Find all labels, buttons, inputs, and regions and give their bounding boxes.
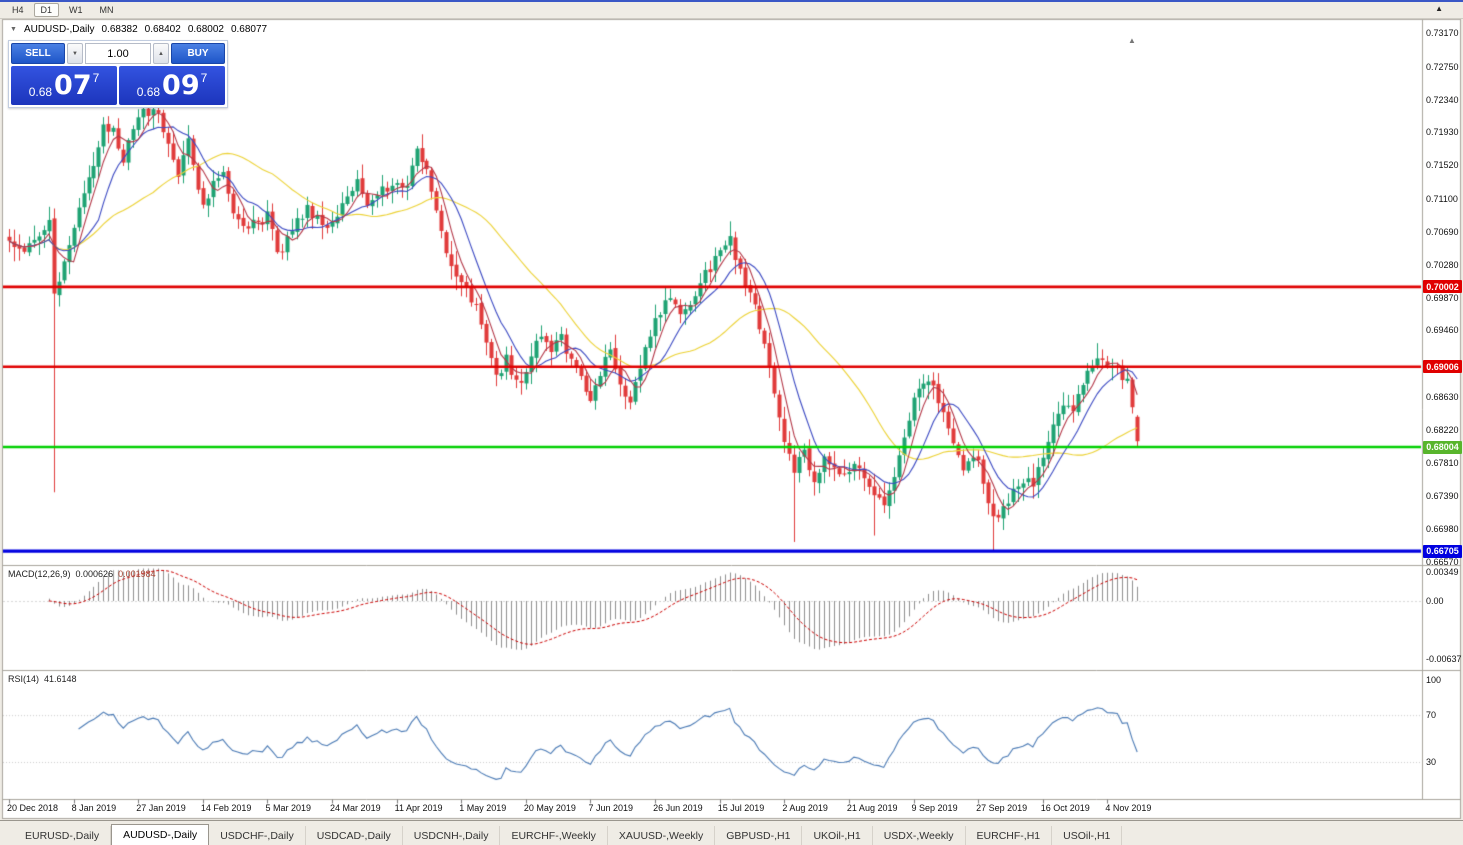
macd-axis-label: 0.00 bbox=[1426, 596, 1444, 606]
date-axis-label: 26 Jun 2019 bbox=[653, 803, 703, 813]
price-line-tag: 0.66705 bbox=[1423, 544, 1462, 558]
ohlc-low: 0.68002 bbox=[187, 24, 224, 35]
price-axis-label: 0.71520 bbox=[1426, 160, 1459, 171]
sell-price-prefix: 0.68 bbox=[28, 85, 53, 99]
price-axis-label: 0.67390 bbox=[1426, 491, 1459, 502]
price-axis-label: 0.70690 bbox=[1426, 226, 1459, 237]
buy-price-pipette: 7 bbox=[200, 71, 208, 85]
volume-increase-button[interactable]: ▲ bbox=[153, 43, 169, 64]
rsi-axis-label: 70 bbox=[1426, 710, 1437, 721]
chart-header: ▼ AUDUSD-,Daily 0.68382 0.68402 0.68002 … bbox=[10, 24, 267, 35]
date-axis-label: 15 Jul 2019 bbox=[717, 803, 765, 813]
window-control-icon[interactable]: ▲ bbox=[1435, 4, 1443, 13]
date-axis-label: 7 Jun 2019 bbox=[588, 803, 634, 813]
volume-input[interactable] bbox=[86, 46, 150, 61]
sell-price-big-digits: 07 bbox=[54, 70, 92, 101]
price-axis-label: 0.72340 bbox=[1426, 94, 1459, 105]
sell-price-pipette: 7 bbox=[92, 71, 100, 85]
chart-symbol-label: AUDUSD-,Daily bbox=[23, 24, 95, 35]
date-axis-label: 24 Mar 2019 bbox=[330, 803, 381, 813]
sell-button[interactable]: SELL bbox=[11, 43, 65, 64]
buy-price-big-digits: 09 bbox=[162, 70, 200, 101]
one-click-trading-panel: SELL ▼ ▲ BUY 0.68 07 7 0.68 09 7 bbox=[8, 40, 228, 108]
buy-price-prefix: 0.68 bbox=[136, 85, 161, 99]
ohlc-close: 0.68077 bbox=[230, 24, 268, 35]
macd-axis-label: -0.00637 bbox=[1426, 653, 1462, 664]
price-axis-label: 0.70280 bbox=[1426, 259, 1459, 270]
rsi-label: RSI(14) bbox=[8, 674, 40, 684]
date-axis-label: 27 Sep 2019 bbox=[976, 803, 1028, 813]
rsi-axis-label: 100 bbox=[1426, 675, 1442, 685]
price-line-tag: 0.69006 bbox=[1423, 360, 1462, 374]
date-axis-label: 2 Aug 2019 bbox=[782, 803, 828, 813]
price-axis-label: 0.71930 bbox=[1426, 127, 1459, 138]
price-axis-label: 0.73170 bbox=[1426, 28, 1459, 38]
top-toolbar: H4 D1 W1 MN bbox=[0, 0, 1463, 19]
date-axis-label: 8 Jan 2019 bbox=[71, 803, 117, 813]
timeframe-button-mn[interactable]: MN bbox=[99, 5, 114, 15]
date-axis-label: 16 Oct 2019 bbox=[1040, 803, 1090, 813]
date-axis-label: 4 Nov 2019 bbox=[1105, 803, 1152, 813]
sell-price-display[interactable]: 0.68 07 7 bbox=[11, 66, 117, 105]
rsi-panel-title: RSI(14) 41.6148 bbox=[8, 674, 77, 684]
symbol-tab-usoil-h1[interactable]: USOil-,H1 bbox=[1052, 826, 1123, 845]
buy-button[interactable]: BUY bbox=[171, 43, 225, 64]
date-axis-label: 9 Sep 2019 bbox=[911, 803, 958, 813]
price-axis-label: 0.71100 bbox=[1426, 193, 1458, 204]
symbol-tab-usdcnh-daily[interactable]: USDCNH-,Daily bbox=[403, 826, 501, 845]
date-axis-label: 20 May 2019 bbox=[523, 803, 576, 813]
macd-label: MACD(12,26,9) bbox=[8, 569, 71, 579]
date-axis-label: 20 Dec 2018 bbox=[7, 803, 59, 813]
price-axis-label: 0.68630 bbox=[1426, 391, 1459, 402]
price-axis-label: 0.66980 bbox=[1426, 524, 1459, 535]
timeframe-button-h4[interactable]: H4 bbox=[12, 5, 24, 15]
timeframe-button-w1[interactable]: W1 bbox=[69, 5, 83, 15]
price-axis-label: 0.68220 bbox=[1426, 424, 1459, 435]
symbol-tab-xauusd-weekly[interactable]: XAUUSD-,Weekly bbox=[608, 826, 716, 845]
symbol-tab-usdx-weekly[interactable]: USDX-,Weekly bbox=[873, 826, 966, 845]
symbol-tab-gbpusd-h1[interactable]: GBPUSD-,H1 bbox=[715, 826, 803, 845]
price-axis-label: 0.69460 bbox=[1426, 325, 1459, 336]
price-axis-label: 0.67810 bbox=[1426, 457, 1459, 468]
rsi-value: 41.6148 bbox=[44, 674, 77, 684]
date-axis-label: 1 May 2019 bbox=[459, 803, 507, 813]
chart-shift-marker-icon[interactable]: ▲ bbox=[1128, 36, 1136, 45]
date-axis-label: 21 Aug 2019 bbox=[846, 803, 898, 813]
date-axis-label: 27 Jan 2019 bbox=[136, 803, 186, 813]
buy-price-display[interactable]: 0.68 09 7 bbox=[119, 66, 225, 105]
volume-decrease-button[interactable]: ▼ bbox=[67, 43, 83, 64]
rsi-axis-label: 30 bbox=[1426, 756, 1437, 767]
price-line-tag: 0.70002 bbox=[1423, 280, 1462, 294]
volume-field-wrap bbox=[85, 43, 151, 64]
ohlc-high: 0.68402 bbox=[144, 24, 181, 35]
date-axis-label: 14 Feb 2019 bbox=[200, 803, 252, 813]
symbol-tab-eurchf-h1[interactable]: EURCHF-,H1 bbox=[966, 826, 1053, 845]
price-line-tag: 0.68004 bbox=[1423, 440, 1462, 454]
price-axis-label: 0.66570 bbox=[1426, 557, 1459, 567]
symbol-tab-eurchf-weekly[interactable]: EURCHF-,Weekly bbox=[500, 826, 608, 845]
one-click-collapse-icon[interactable]: ▼ bbox=[10, 26, 17, 33]
symbol-tab-audusd-daily[interactable]: AUDUSD-,Daily bbox=[111, 824, 210, 845]
macd-main-value: 0.000626 bbox=[75, 569, 114, 579]
timeframe-button-d1[interactable]: D1 bbox=[33, 3, 60, 17]
price-axis-label: 0.69870 bbox=[1426, 292, 1459, 303]
date-axis-label: 5 Mar 2019 bbox=[265, 803, 311, 813]
symbol-tab-ukoil-h1[interactable]: UKOil-,H1 bbox=[802, 826, 873, 845]
macd-panel-title: MACD(12,26,9) 0.000626 0.001984 bbox=[8, 569, 156, 579]
date-axis-label: 11 Apr 2019 bbox=[394, 803, 443, 813]
symbol-tab-usdchf-daily[interactable]: USDCHF-,Daily bbox=[209, 826, 306, 845]
macd-axis-label: 0.00349 bbox=[1426, 566, 1459, 577]
price-axis-label: 0.72750 bbox=[1426, 61, 1459, 72]
symbol-tab-eurusd-daily[interactable]: EURUSD-,Daily bbox=[14, 826, 112, 845]
macd-signal-value: 0.001984 bbox=[118, 569, 156, 579]
symbol-tab-usdcad-daily[interactable]: USDCAD-,Daily bbox=[306, 826, 403, 845]
symbol-tab-bar: EURUSD-,Daily AUDUSD-,Daily USDCHF-,Daily U… bbox=[0, 820, 1463, 845]
ohlc-open: 0.68382 bbox=[101, 24, 138, 35]
